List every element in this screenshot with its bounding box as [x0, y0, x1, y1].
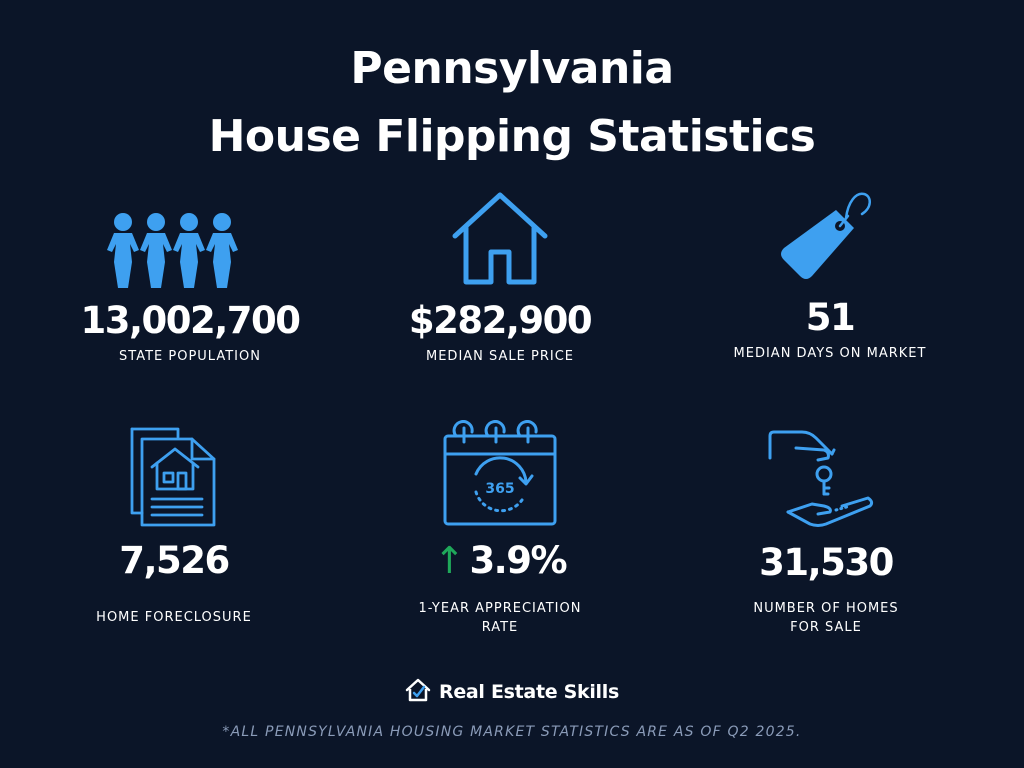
stat-median-sale-price: $282,900 MEDIAN SALE PRICE [370, 190, 630, 375]
stat-label-line2: RATE [481, 620, 519, 635]
stat-label-line1: 1-YEAR APPRECIATION [418, 601, 582, 616]
stat-home-foreclosure: 7,526 HOME FORECLOSURE [44, 425, 304, 630]
stat-value-text: 3.9% [469, 539, 567, 582]
stat-label-line1: NUMBER OF HOMES [753, 601, 899, 616]
stat-value: 51 [805, 296, 856, 339]
brand-logo: Real Estate Skills [0, 678, 1024, 706]
brand-name: Real Estate Skills [438, 681, 619, 703]
stat-label: STATE POPULATION [119, 349, 261, 364]
svg-text:365: 365 [485, 481, 514, 497]
stat-label: MEDIAN SALE PRICE [426, 349, 574, 364]
footnote: *ALL PENNSYLVANIA HOUSING MARKET STATIST… [222, 724, 802, 740]
stat-value: $282,900 [408, 299, 593, 342]
people-group-icon [106, 210, 240, 290]
stat-value: 7,526 [119, 539, 230, 582]
stat-median-days-on-market: 51 MEDIAN DAYS ON MARKET [700, 188, 960, 368]
stat-label-line2: FOR SALE [790, 620, 862, 635]
price-tag-icon [776, 188, 876, 284]
document-house-icon [128, 427, 218, 529]
stat-label: MEDIAN DAYS ON MARKET [733, 346, 927, 361]
stat-label: HOME FORECLOSURE [96, 610, 252, 625]
house-icon [450, 190, 550, 288]
house-check-logo-icon [405, 678, 431, 706]
stat-value: ↑ 3.9% [370, 539, 630, 583]
stat-state-population: 13,002,700 STATE POPULATION [60, 205, 320, 375]
key-handoff-icon [766, 428, 876, 530]
stat-label: 1-YEAR APPRECIATION RATE [370, 599, 630, 637]
page-title-line1: Pennsylvania [350, 43, 674, 94]
stat-value: 13,002,700 [80, 299, 301, 342]
stat-homes-for-sale: 31,530 NUMBER OF HOMES FOR SALE [696, 428, 956, 640]
stat-value: 31,530 [759, 541, 894, 584]
calendar-365-icon: 365 [442, 420, 558, 528]
up-arrow-icon: ↑ [433, 539, 465, 582]
stat-label: NUMBER OF HOMES FOR SALE [696, 599, 956, 637]
stat-appreciation-rate: 365 ↑ 3.9% 1-YEAR APPRECIATION RATE [370, 420, 630, 640]
page-title-line2: House Flipping Statistics [208, 111, 816, 162]
